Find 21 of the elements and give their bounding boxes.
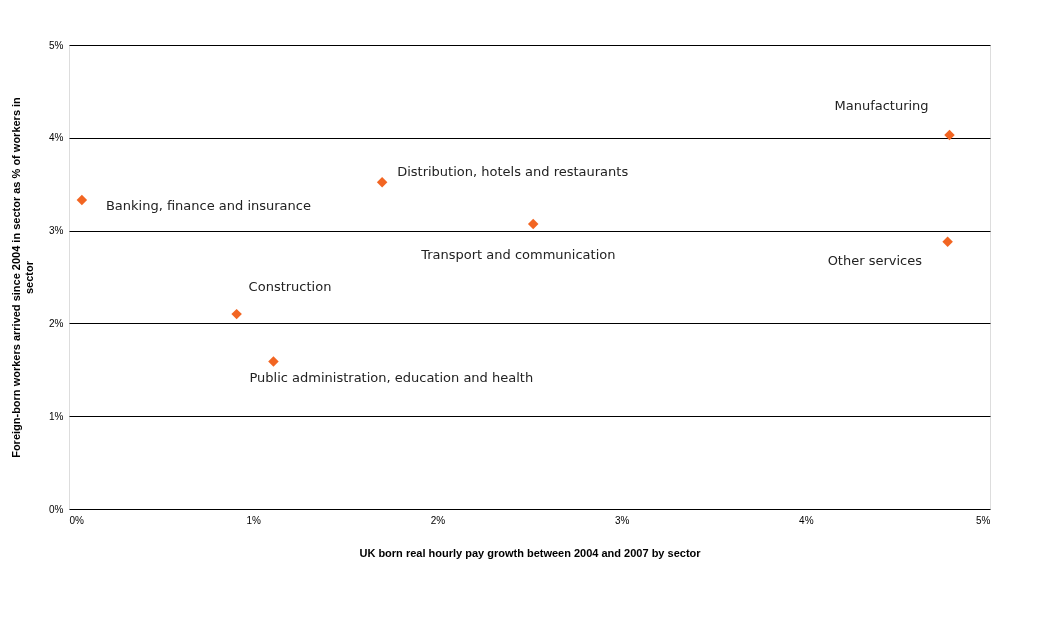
annotation: Distribution, hotels and restaurants bbox=[397, 164, 629, 180]
y-tick-label: 1% bbox=[49, 410, 64, 422]
y-tick-label: 5% bbox=[49, 39, 64, 51]
annotation: Banking, finance and insurance bbox=[105, 197, 311, 213]
y-tick-label: 3% bbox=[49, 225, 64, 237]
annotation: Manufacturing bbox=[834, 98, 929, 114]
x-tick-label: 2% bbox=[430, 514, 446, 526]
y-tick-label: 0% bbox=[49, 503, 64, 515]
annotation: Transport and communication bbox=[420, 247, 616, 263]
annotation: Other services bbox=[827, 252, 923, 268]
x-tick-label: 4% bbox=[799, 514, 814, 526]
annotation: Construction bbox=[248, 279, 332, 295]
y-tick-label: 2% bbox=[49, 317, 64, 329]
x-tick-label: 0% bbox=[69, 514, 85, 526]
x-tick-label: 5% bbox=[976, 514, 991, 526]
y-axis-title: Foreign-born workers arrived since 2004 in sector as % of workers in sector bbox=[10, 96, 36, 458]
y-tick-label: 4% bbox=[49, 132, 64, 144]
annotation: Public administration, education and health bbox=[249, 370, 534, 386]
x-tick-label: 3% bbox=[614, 514, 630, 526]
x-axis-title: UK born real hourly pay growth between 2004 and 2007 by sector bbox=[359, 546, 702, 559]
x-tick-label: 1% bbox=[246, 514, 262, 526]
